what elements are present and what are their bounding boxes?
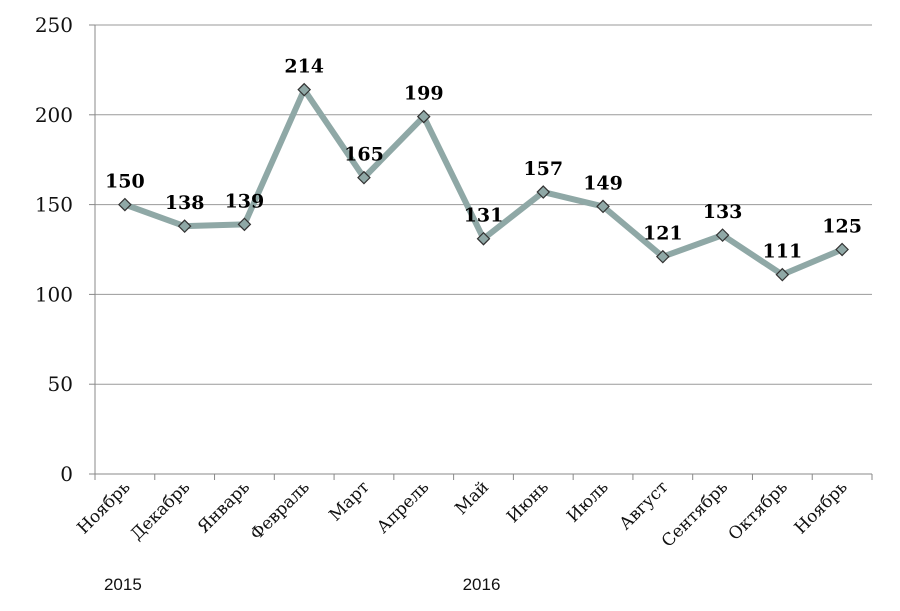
data-label: 131 <box>464 205 504 227</box>
data-labels: 150 138 139 214 165 199 131 157 149 121 133 111 125 <box>105 56 862 263</box>
data-label: 214 <box>284 56 324 78</box>
data-label: 111 <box>763 241 803 263</box>
data-point <box>655 249 670 264</box>
data-point <box>416 109 431 124</box>
data-point <box>237 217 252 232</box>
x-tick-label: Август <box>616 477 673 534</box>
gridlines <box>95 24 872 385</box>
data-point <box>835 242 849 257</box>
y-tick-label: 150 <box>35 193 73 217</box>
data-point <box>775 267 790 282</box>
y-tick-labels: 0 50 100 150 200 250 <box>35 13 73 486</box>
data-label: 121 <box>643 223 683 245</box>
x-tick-label: Январь <box>194 477 254 537</box>
data-point <box>357 170 371 185</box>
data-point <box>297 82 312 97</box>
data-label: 138 <box>165 192 205 214</box>
y-tick-label: 250 <box>35 13 73 37</box>
series-line-path <box>121 86 846 278</box>
x-tick-label: Июль <box>563 477 612 526</box>
year-label: 2016 <box>463 575 501 594</box>
data-points <box>118 82 849 282</box>
data-label: 157 <box>523 158 563 180</box>
x-tick-label: Апрель <box>373 477 433 537</box>
x-tick-label: Май <box>451 477 493 519</box>
y-tick-label: 200 <box>35 103 73 127</box>
x-tick-label: Ноябрь <box>791 477 852 538</box>
y-tick-label: 100 <box>35 282 73 306</box>
data-point <box>715 228 730 242</box>
year-label: 2015 <box>104 575 142 594</box>
x-tick-label: Ноябрь <box>73 477 134 538</box>
data-label: 150 <box>105 171 145 193</box>
data-label: 149 <box>583 172 623 194</box>
data-point <box>536 185 551 199</box>
data-label: 133 <box>703 201 743 223</box>
y-tick-label: 50 <box>48 372 73 396</box>
y-tick-label: 0 <box>60 462 73 486</box>
data-point <box>476 231 491 246</box>
x-tick-label: Декабрь <box>127 477 194 544</box>
x-tick-label: Июнь <box>503 477 553 527</box>
x-tick-label: Февраль <box>247 477 314 544</box>
data-label: 139 <box>225 190 265 212</box>
data-point <box>596 199 610 214</box>
data-label: 125 <box>822 216 862 238</box>
data-label: 165 <box>344 144 384 166</box>
x-tick-label: Март <box>326 477 374 525</box>
year-labels: 2015 2016 <box>104 575 500 594</box>
data-point <box>118 197 132 212</box>
axes <box>89 24 873 480</box>
x-tick-label: Октябрь <box>725 477 792 544</box>
data-point <box>177 219 192 234</box>
data-label: 199 <box>404 83 444 105</box>
series-line <box>121 86 846 278</box>
